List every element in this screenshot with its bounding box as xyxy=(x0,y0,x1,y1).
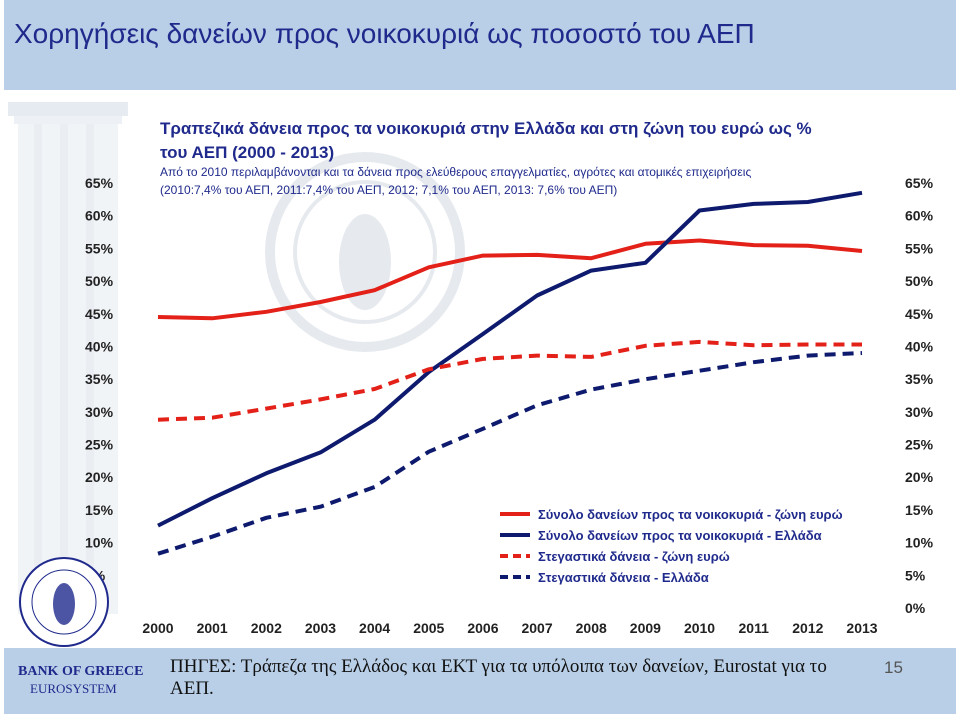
y-tick-left: 50% xyxy=(85,273,114,289)
x-tick: 2007 xyxy=(521,620,552,636)
chart-subtitle-line1: Από το 2010 περιλαμβάνονται και τα δάνει… xyxy=(160,165,751,179)
x-axis: 2000 2001 2002 2003 2004 2005 2006 2007 2008 2009… xyxy=(142,620,877,636)
y-tick-left: 15% xyxy=(85,502,114,518)
y-tick-right: 35% xyxy=(905,371,934,387)
y-tick-right: 0% xyxy=(905,600,926,616)
bank-seal-icon xyxy=(19,557,109,647)
x-tick: 2002 xyxy=(251,620,282,636)
legend-label: Σύνολο δανείων προς τα νοικοκυριά - Ελλά… xyxy=(538,528,822,543)
x-tick: 2010 xyxy=(684,620,715,636)
sources-text: ΠΗΓΕΣ: Τράπεζα της Ελλάδος και ΕΚΤ για τ… xyxy=(170,656,827,699)
legend: Σύνολο δανείων προς τα νοικοκυριά - ζώνη… xyxy=(500,507,843,585)
eurosystem-label: EUROSYSTEM xyxy=(30,681,117,696)
x-tick: 2009 xyxy=(630,620,661,636)
chart-area: Τραπεζικά δάνεια προς τα νοικοκυριά στην… xyxy=(0,92,960,647)
y-tick-right: 60% xyxy=(905,208,934,224)
x-tick: 2006 xyxy=(467,620,498,636)
series-line-3 xyxy=(157,339,862,422)
legend-label: Στεγαστικά δάνεια - ζώνη ευρώ xyxy=(538,549,730,564)
y-tick-left: 45% xyxy=(85,306,114,322)
watermark-column-icon xyxy=(8,102,128,614)
x-tick: 2013 xyxy=(846,620,877,636)
x-tick: 2003 xyxy=(305,620,336,636)
y-tick-left: 30% xyxy=(85,404,114,420)
slide-title: Χορηγήσεις δανείων προς νοικοκυριά ως πο… xyxy=(14,18,755,49)
y-tick-right: 10% xyxy=(905,535,934,551)
watermark-seal-icon xyxy=(265,152,465,352)
y-tick-right: 55% xyxy=(905,240,934,256)
x-tick: 2005 xyxy=(413,620,444,636)
series-line-2 xyxy=(157,190,863,528)
y-tick-left: 25% xyxy=(85,437,114,453)
chart-subtitle-line2: (2010:7,4% του ΑΕΠ, 2011:7,4% του ΑΕΠ, 2… xyxy=(160,183,617,197)
chart-title-line1: Τραπεζικά δάνεια προς τα νοικοκυριά στην… xyxy=(160,119,812,138)
y-tick-left: 60% xyxy=(85,208,114,224)
legend-label: Στεγαστικά δάνεια - Ελλάδα xyxy=(538,570,709,585)
y-tick-left: 20% xyxy=(85,469,114,485)
y-tick-left: 40% xyxy=(85,338,114,354)
slide-header: Χορηγήσεις δανείων προς νοικοκυριά ως πο… xyxy=(4,0,956,90)
series-line-4 xyxy=(157,351,863,556)
y-tick-right: 20% xyxy=(905,469,934,485)
y-tick-left: 65% xyxy=(85,175,114,191)
series-layer xyxy=(157,190,863,556)
y-tick-right: 15% xyxy=(905,502,934,518)
y-tick-right: 40% xyxy=(905,338,934,354)
slide-footer: BANK OF GREECE EUROSYSTEM ΠΗΓΕΣ: Τράπεζα… xyxy=(4,648,956,714)
line-chart: Τραπεζικά δάνεια προς τα νοικοκυριά στην… xyxy=(8,102,934,647)
x-tick: 2012 xyxy=(792,620,823,636)
page-number: 15 xyxy=(884,658,903,677)
x-tick: 2011 xyxy=(739,620,770,636)
bank-name: BANK OF GREECE xyxy=(18,664,144,679)
chart-title-line2: του ΑΕΠ (2000 - 2013) xyxy=(160,143,334,162)
y-tick-left: 10% xyxy=(85,535,114,551)
x-tick: 2004 xyxy=(359,620,390,636)
y-tick-right: 25% xyxy=(905,437,934,453)
legend-label: Σύνολο δανείων προς τα νοικοκυριά - ζώνη… xyxy=(538,507,843,522)
y-tick-right: 30% xyxy=(905,404,934,420)
y-tick-left: 35% xyxy=(85,371,114,387)
y-tick-right: 65% xyxy=(905,175,934,191)
y-tick-left: 55% xyxy=(85,240,114,256)
y-tick-right: 5% xyxy=(905,567,926,583)
x-tick: 2008 xyxy=(576,620,607,636)
series-line-1 xyxy=(157,238,863,321)
x-tick: 2000 xyxy=(142,620,173,636)
x-tick: 2001 xyxy=(197,620,228,636)
y-tick-right: 45% xyxy=(905,306,934,322)
y-tick-right: 50% xyxy=(905,273,934,289)
y-axis-right: 0% 5% 10% 15% 20% 25% 30% 35% 40% 45% 50% 55% 60% 65% xyxy=(905,175,934,616)
